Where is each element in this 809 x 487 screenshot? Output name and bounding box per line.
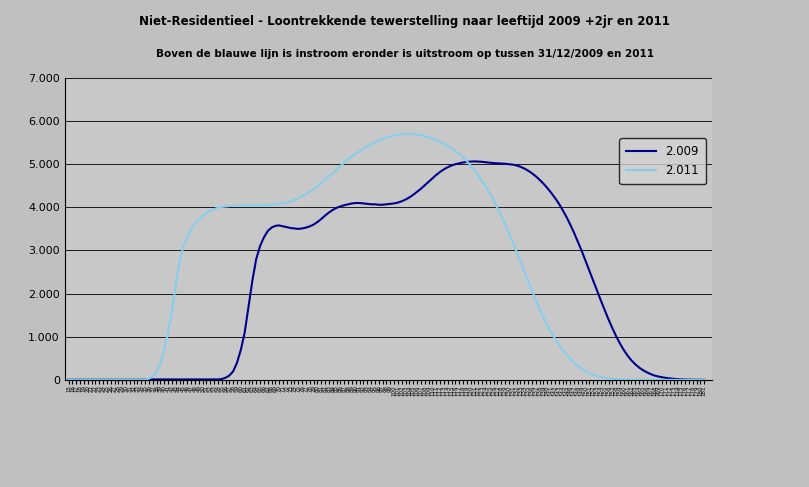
2.009 — [148, 376, 158, 382]
2.011 — [646, 377, 655, 383]
2.009 — [382, 202, 392, 207]
2.011 — [389, 133, 399, 139]
2.011 — [700, 377, 709, 383]
2.011 — [485, 190, 494, 196]
2.011 — [64, 376, 74, 382]
Text: Boven de blauwe lijn is instroom eronder is uitstroom op tussen 31/12/2009 en 20: Boven de blauwe lijn is instroom eronder… — [155, 49, 654, 59]
2.011 — [148, 374, 158, 379]
2.009 — [290, 225, 299, 231]
2.009 — [152, 376, 162, 382]
2.011 — [152, 369, 162, 375]
2.011 — [290, 197, 299, 203]
2.009 — [470, 158, 480, 164]
Line: 2.011: 2.011 — [69, 134, 705, 380]
2.011 — [382, 135, 392, 141]
2.009 — [485, 160, 494, 166]
2.009 — [64, 376, 74, 382]
Legend: 2.009, 2.011: 2.009, 2.011 — [619, 138, 706, 184]
Line: 2.009: 2.009 — [69, 161, 705, 380]
2.011 — [400, 131, 410, 137]
2.009 — [700, 377, 709, 383]
Text: Niet-Residentieel - Loontrekkende tewerstelling naar leeftijd 2009 +2jr en 2011: Niet-Residentieel - Loontrekkende tewers… — [139, 15, 670, 28]
2.009 — [389, 201, 399, 206]
